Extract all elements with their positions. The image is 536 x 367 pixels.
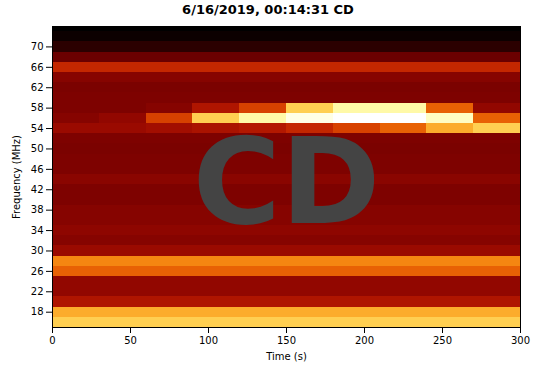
svg-text:58: 58 [31, 102, 44, 113]
svg-text:62: 62 [31, 82, 44, 93]
svg-text:150: 150 [277, 335, 296, 346]
svg-text:54: 54 [31, 123, 44, 134]
svg-text:Frequency (MHz): Frequency (MHz) [11, 135, 22, 219]
svg-text:18: 18 [31, 306, 44, 317]
svg-text:50: 50 [124, 335, 137, 346]
svg-text:50: 50 [31, 143, 44, 154]
svg-text:38: 38 [31, 204, 44, 215]
svg-text:30: 30 [31, 245, 44, 256]
html-text:6/16/2019, 00:14:31 CD: 6/16/2019, 00:14:31 CD [182, 2, 354, 17]
svg-text:100: 100 [199, 335, 218, 346]
svg-text:42: 42 [31, 184, 44, 195]
svg-text:0: 0 [49, 335, 55, 346]
svg-text:34: 34 [31, 225, 44, 236]
svg-text:300: 300 [511, 335, 530, 346]
svg-text:70: 70 [31, 41, 44, 52]
svg-text:200: 200 [355, 335, 374, 346]
svg-text:CD: CD [193, 112, 381, 251]
svg-text:Time (s): Time (s) [265, 351, 307, 362]
svg-text:66: 66 [31, 62, 44, 73]
svg-text:250: 250 [433, 335, 452, 346]
svg-text:26: 26 [31, 266, 44, 277]
svg-text:22: 22 [31, 286, 44, 297]
svg-text:46: 46 [31, 164, 44, 175]
